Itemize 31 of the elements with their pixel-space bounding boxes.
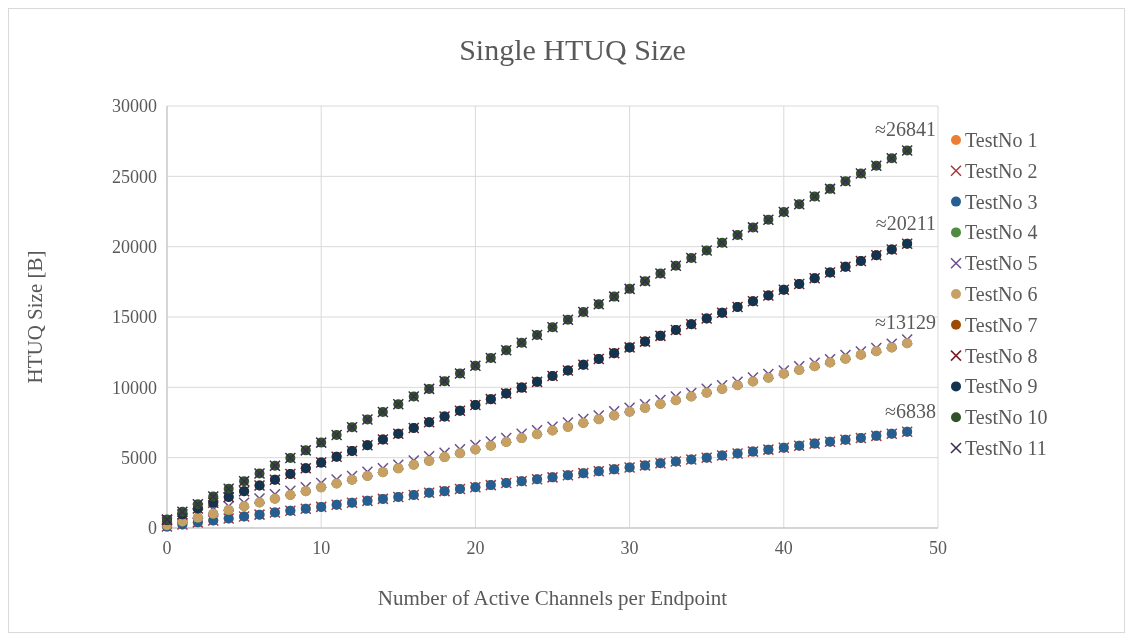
annotation: ≈6838	[885, 399, 936, 422]
annotation: ≈26841	[875, 118, 936, 141]
y-tick-label: 30000	[112, 96, 157, 117]
x-tick-label: 40	[774, 538, 793, 558]
legend-label: TestNo 9	[965, 375, 1038, 398]
legend-label: TestNo 1	[965, 129, 1038, 151]
legend-label: TestNo 4	[965, 221, 1038, 244]
chart-title: Single HTUQ Size	[459, 33, 686, 66]
legend-label: TestNo 2	[965, 159, 1038, 182]
x-tick-label: 10	[312, 538, 331, 558]
x-tick-label: 50	[929, 538, 947, 558]
legend-label: TestNo 6	[965, 283, 1038, 305]
x-axis-title: Number of Active Channels per Endpoint	[377, 586, 728, 610]
y-tick-label: 15000	[112, 307, 157, 328]
annotation: ≈13129	[875, 311, 936, 334]
y-tick-label: 0	[148, 518, 157, 539]
y-tick-label: 25000	[112, 166, 157, 187]
legend-label: TestNo 10	[965, 406, 1048, 429]
legend-label: TestNo 8	[965, 344, 1038, 367]
y-axis-title: HTUQ Size [B]	[23, 250, 47, 384]
y-tick-label: 20000	[112, 236, 157, 257]
legend-label: TestNo 11	[965, 437, 1047, 459]
legend-label: TestNo 5	[965, 252, 1038, 275]
annotation: ≈20211	[875, 211, 936, 234]
x-tick-label: 30	[620, 538, 639, 558]
legend-label: TestNo 7	[965, 313, 1038, 336]
x-tick-label: 20	[466, 538, 485, 558]
legend-label: TestNo 3	[965, 190, 1038, 213]
y-tick-label: 5000	[121, 447, 157, 468]
y-tick-label: 10000	[112, 377, 157, 398]
x-tick-label: 0	[162, 538, 172, 558]
